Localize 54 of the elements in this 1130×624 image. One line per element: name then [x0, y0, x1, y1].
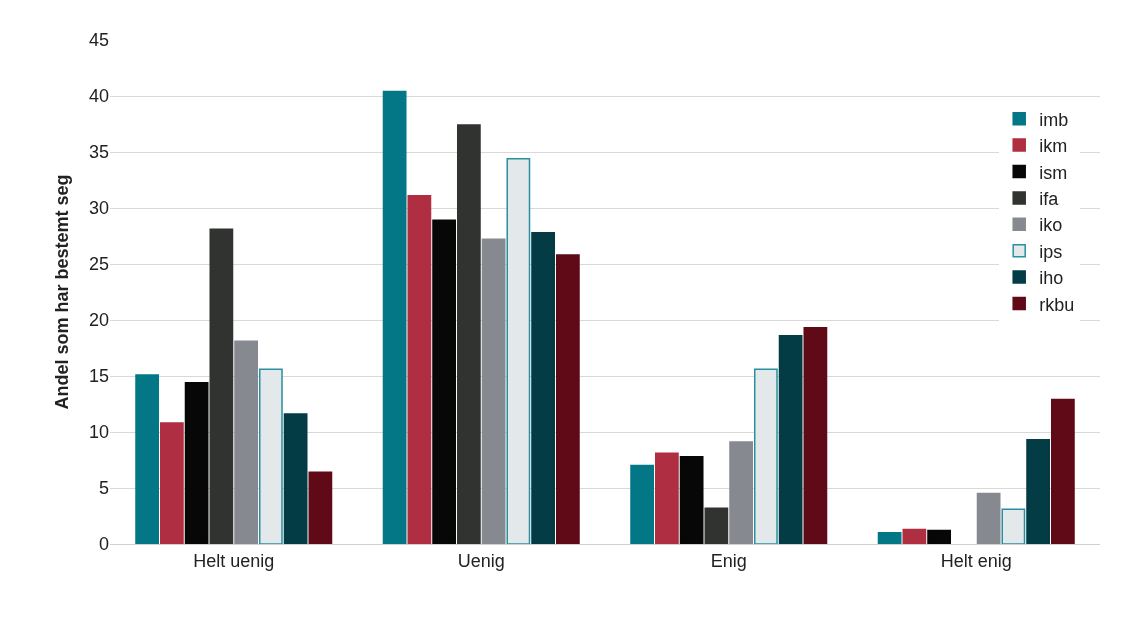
- y-tick-label: 10: [88, 422, 109, 443]
- bar: [382, 90, 407, 544]
- bar: [902, 528, 927, 544]
- bar: [927, 529, 952, 544]
- x-tick-label: Uenig: [457, 550, 505, 571]
- bar: [877, 532, 902, 544]
- legend-label: iho: [1039, 268, 1064, 289]
- x-tick-label: Enig: [710, 550, 747, 571]
- y-axis-title: Andel som har bestemt seg: [52, 174, 73, 410]
- bar: [704, 507, 729, 544]
- bar: [654, 452, 679, 544]
- bar: [1050, 398, 1075, 544]
- bar: [1026, 439, 1051, 544]
- bar: [555, 254, 580, 544]
- bar: [481, 238, 506, 544]
- bar: [456, 124, 481, 544]
- bar: [1001, 508, 1026, 544]
- bar: [159, 422, 184, 544]
- y-tick-label: 30: [88, 198, 109, 219]
- legend-label: ifa: [1039, 188, 1060, 209]
- bar: [432, 219, 457, 544]
- legend-label: ikm: [1039, 136, 1068, 157]
- legend-label: ips: [1039, 241, 1063, 262]
- bar: [407, 194, 432, 544]
- y-tick-label: 5: [98, 478, 109, 499]
- bar: [506, 157, 531, 544]
- bar: [803, 327, 828, 544]
- y-tick-label: 25: [88, 254, 109, 275]
- bar: [729, 441, 754, 544]
- bar: [976, 492, 1001, 544]
- legend-label: imb: [1039, 109, 1069, 130]
- bar: [258, 368, 283, 544]
- bar: [753, 368, 778, 544]
- x-tick-label: Helt enig: [940, 550, 1012, 571]
- y-tick-label: 0: [98, 534, 109, 555]
- y-tick-label: 15: [88, 366, 109, 387]
- bar: [283, 413, 308, 544]
- bar: [531, 231, 556, 544]
- bar: [308, 471, 333, 544]
- legend-label: rkbu: [1039, 294, 1075, 315]
- y-tick-label: 35: [88, 142, 109, 163]
- bar: [135, 374, 160, 544]
- legend-label: iko: [1039, 215, 1063, 236]
- y-tick-label: 40: [88, 86, 109, 107]
- bar: [778, 334, 803, 544]
- bar: [209, 228, 234, 544]
- x-tick-label: Helt uenig: [193, 550, 275, 571]
- y-tick-label: 45: [88, 30, 109, 51]
- bar: [234, 340, 259, 544]
- bar: [679, 455, 704, 544]
- legend-label: ism: [1039, 162, 1068, 183]
- y-tick-label: 20: [88, 310, 109, 331]
- bar: [184, 381, 209, 544]
- bar: [630, 464, 655, 544]
